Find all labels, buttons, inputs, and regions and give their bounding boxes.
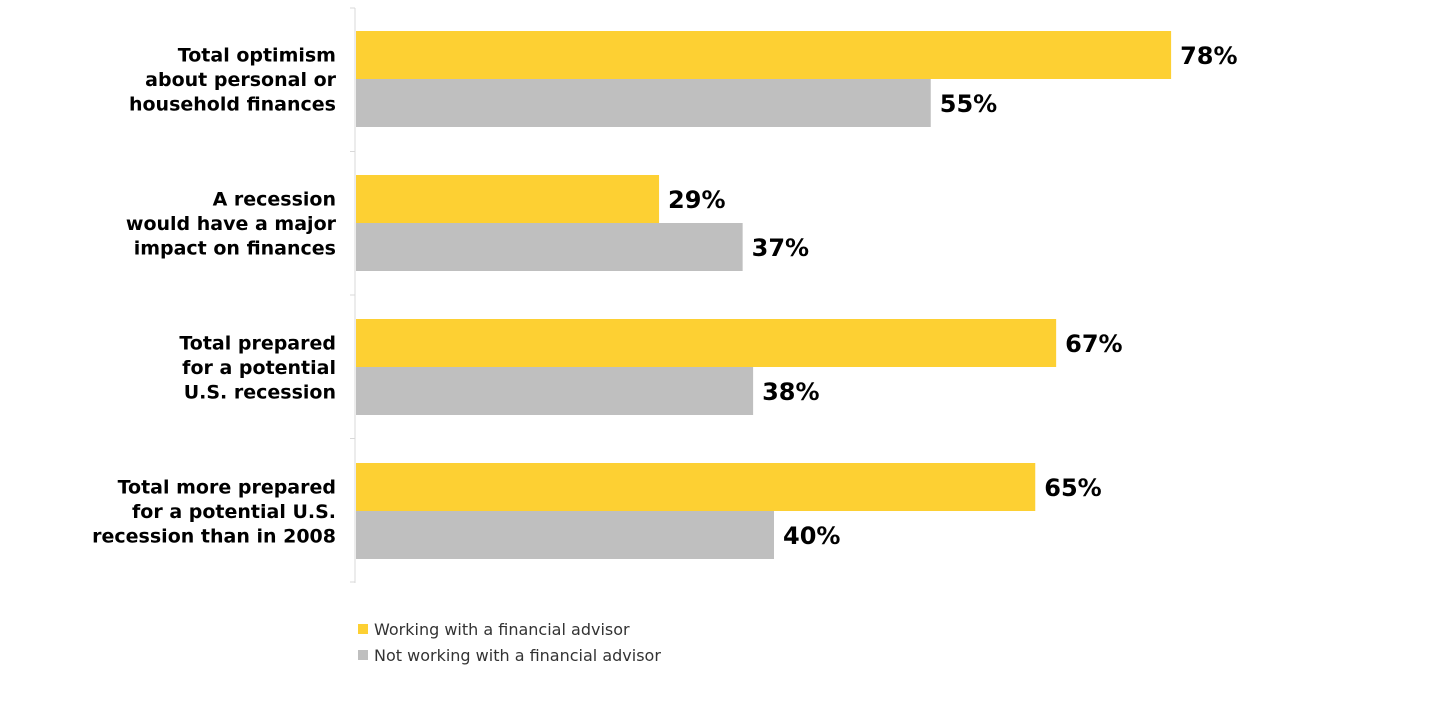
category-label: A recession would have a major impact on f… (126, 189, 337, 260)
bar (356, 31, 1172, 79)
bar (356, 175, 660, 223)
legend-label-not-working: Not working with a financial advisor (374, 645, 661, 665)
data-label: 67% (1065, 330, 1122, 358)
bar (356, 319, 1057, 367)
bar (356, 223, 743, 271)
legend-swatch-not-working (358, 650, 368, 660)
data-label: 29% (668, 186, 725, 214)
data-label: 65% (1044, 474, 1101, 502)
bar (356, 463, 1036, 511)
data-label: 40% (783, 522, 840, 550)
bar (356, 79, 931, 127)
category-label: Total prepared for a potential U.S. recess… (179, 333, 336, 404)
category-label: Total optimism about personal or household… (129, 45, 337, 116)
bar (356, 367, 754, 415)
legend-item-working: Working with a financial advisor (358, 616, 661, 642)
legend-item-not-working: Not working with a financial advisor (358, 642, 661, 668)
data-label: 37% (752, 234, 809, 262)
data-label: 55% (940, 90, 997, 118)
data-label: 78% (1180, 42, 1237, 70)
legend-swatch-working (358, 624, 368, 634)
legend-label-working: Working with a financial advisor (374, 619, 630, 639)
data-label: 38% (762, 378, 819, 406)
category-label: Total more prepared for a potential U.S. r… (92, 477, 336, 548)
legend: Working with a financial advisor Not wor… (358, 616, 661, 668)
bar (356, 511, 774, 559)
